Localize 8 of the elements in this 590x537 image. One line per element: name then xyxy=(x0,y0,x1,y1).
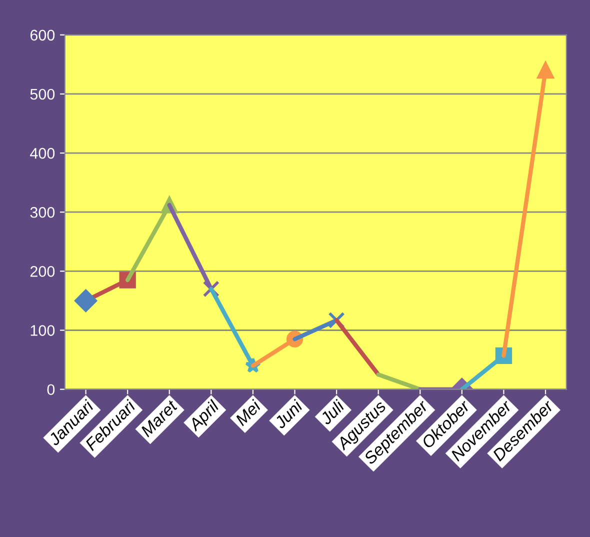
y-tick-label: 100 xyxy=(30,325,55,336)
y-tick-label: 300 xyxy=(30,206,55,218)
y-tick-label: 600 xyxy=(30,30,55,41)
y-tick-label: 500 xyxy=(30,88,55,100)
x-tick-label: Mei xyxy=(234,398,262,426)
y-tick-label: 0 xyxy=(47,384,55,396)
y-tick-label: 200 xyxy=(30,266,55,277)
y-tick-label: 400 xyxy=(30,148,55,159)
